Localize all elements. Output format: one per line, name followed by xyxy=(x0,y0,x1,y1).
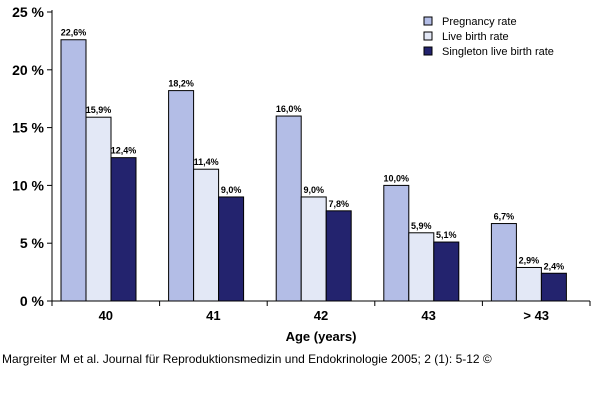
data-label: 12,4% xyxy=(111,146,137,156)
y-tick-label: 0 % xyxy=(20,293,45,309)
data-label: 5,9% xyxy=(411,221,432,231)
data-label: 7,8% xyxy=(328,199,349,209)
bar xyxy=(218,196,245,302)
legend-label: Singleton live birth rate xyxy=(442,46,554,58)
data-label: 11,4% xyxy=(194,157,219,167)
data-label: 2,9% xyxy=(519,255,540,265)
y-tick-label: 20 % xyxy=(12,62,44,78)
bar xyxy=(408,232,435,302)
data-label: 9,0% xyxy=(303,185,324,195)
x-tick-label: 41 xyxy=(206,308,220,323)
x-tick-label: > 43 xyxy=(523,308,549,323)
y-tick-label: 10 % xyxy=(12,177,44,193)
bar xyxy=(325,210,352,302)
x-axis-title: Age (years) xyxy=(286,329,357,344)
data-label: 15,9% xyxy=(86,105,112,115)
x-tick-label: 43 xyxy=(421,308,435,323)
data-label: 18,2% xyxy=(168,79,194,89)
data-label: 10,0% xyxy=(384,173,410,183)
bar xyxy=(193,168,220,302)
legend-swatch xyxy=(423,16,433,26)
bars xyxy=(60,39,567,302)
legend: Pregnancy rate Live birth rate Singleton l… xyxy=(423,16,554,58)
bar xyxy=(433,241,460,302)
data-label: 5,1% xyxy=(436,230,457,240)
data-labels: 22,6% 15,9% 12,4% 18,2% 11,4% 9,0% 16,0% 9,0% 7,… xyxy=(61,28,564,272)
y-tick-label: 15 % xyxy=(12,120,44,136)
legend-label: Live birth rate xyxy=(442,31,509,43)
data-label: 9,0% xyxy=(221,185,242,195)
y-tick-label: 25 % xyxy=(12,4,44,20)
bar-chart: 0 % 5 % 10 % 15 % 20 % 25 % 22,6% 15,9% 12,4% 18… xyxy=(12,4,591,344)
y-tick-label: 5 % xyxy=(20,235,45,251)
bar xyxy=(275,115,302,302)
bar xyxy=(110,157,137,302)
data-label: 16,0% xyxy=(276,104,302,114)
bar xyxy=(60,39,87,302)
axes xyxy=(51,10,590,302)
bar xyxy=(300,196,327,302)
bar xyxy=(168,90,195,302)
legend-label: Pregnancy rate xyxy=(442,16,517,28)
data-label: 6,7% xyxy=(494,212,515,222)
legend-swatch xyxy=(423,46,433,56)
x-axis-ticks: 40 41 42 43 > 43 xyxy=(51,301,591,323)
bar xyxy=(540,272,567,302)
bar xyxy=(490,223,517,302)
y-axis-ticks: 0 % 5 % 10 % 15 % 20 % 25 % xyxy=(12,4,52,309)
x-tick-label: 40 xyxy=(99,308,113,323)
data-label: 22,6% xyxy=(61,28,87,38)
x-tick-label: 42 xyxy=(314,308,328,323)
bar xyxy=(515,266,542,302)
legend-swatch xyxy=(423,31,433,41)
data-label: 2,4% xyxy=(544,261,565,271)
source-caption: Margreiter M et al. Journal für Reproduk… xyxy=(2,352,492,366)
bar xyxy=(85,116,112,302)
bar xyxy=(383,184,410,302)
